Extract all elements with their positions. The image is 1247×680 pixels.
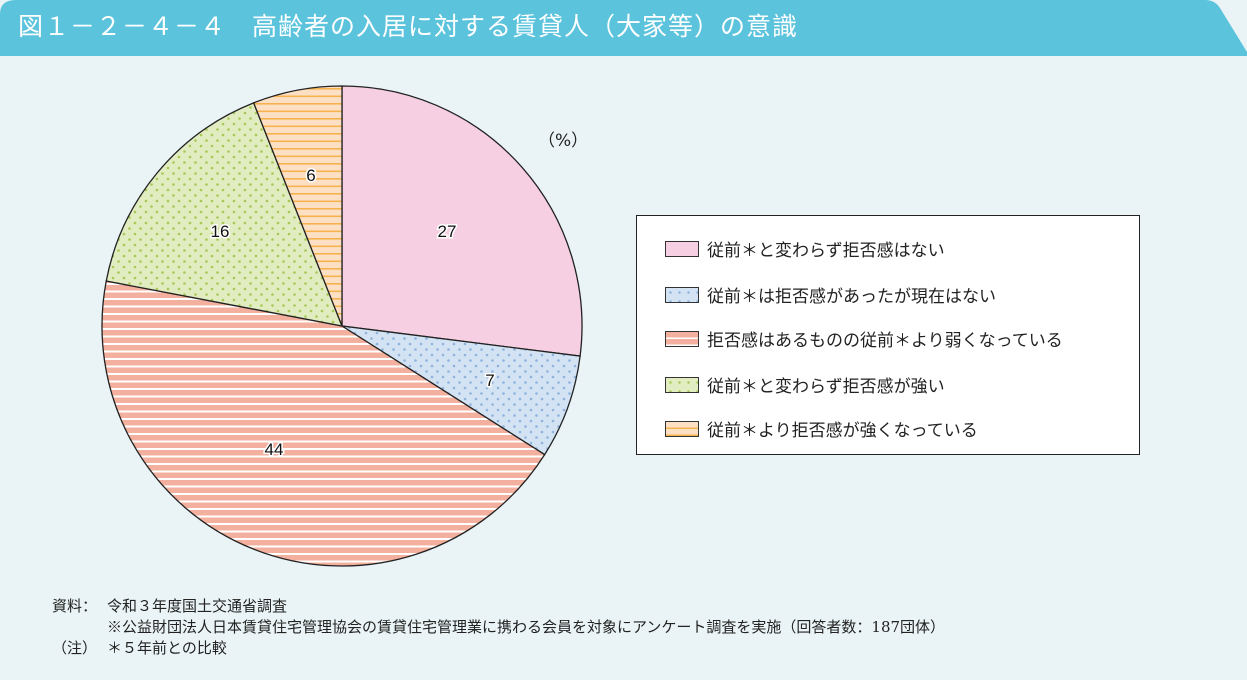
legend-label: 従前＊と変わらず拒否感が強い: [707, 377, 945, 397]
chart-legend: 従前＊と変わらず拒否感はない 従前＊は拒否感があったが現在はない 拒否感はあるも…: [636, 215, 1140, 455]
legend-item: 従前＊は拒否感があったが現在はない: [665, 282, 996, 307]
legend-swatch-pink: [665, 240, 699, 257]
slice-strong-refusal: [105, 102, 344, 327]
pie-chart: 27 7 44 16 6: [101, 85, 583, 567]
slice-value-label: 27: [438, 222, 457, 241]
legend-label: 従前＊は拒否感があったが現在はない: [707, 287, 996, 307]
source-notes: 資料： 令和３年度国土交通省調査 ※公益財団法人日本賃貸住宅管理協会の賃貸住宅管…: [52, 596, 945, 659]
legend-item: 従前＊より拒否感が強くなっている: [665, 416, 978, 441]
header-banner-shape: [0, 0, 1247, 56]
note-key: （注）: [52, 639, 98, 657]
legend-label: 拒否感はあるものの従前＊より弱くなっている: [707, 331, 1063, 351]
note-text: ＊５年前との比較: [107, 639, 227, 657]
legend-swatch-orange-lines: [665, 420, 699, 437]
legend-item: 従前＊と変わらず拒否感はない: [665, 236, 945, 261]
slice-value-label: 7: [485, 371, 494, 390]
slice-value-label: 44: [265, 440, 284, 459]
source-detail: ※公益財団法人日本賃貸住宅管理協会の賃貸住宅管理業に携わる会員を対象にアンケート…: [107, 618, 946, 636]
slice-value-label: 6: [306, 166, 315, 185]
legend-item: 従前＊と変わらず拒否感が強い: [665, 372, 945, 397]
figure-header: 図１－２－４－４ 高齢者の入居に対する賃貸人（大家等）の意識: [0, 0, 1247, 56]
legend-swatch-green-dots: [665, 376, 699, 393]
slice-weaker-refusal: [101, 280, 546, 567]
legend-swatch-salmon-lines: [665, 330, 699, 347]
legend-label: 従前＊より拒否感が強くなっている: [707, 421, 978, 441]
slice-refusal-gone: [341, 325, 581, 456]
source-text: 令和３年度国土交通省調査: [107, 597, 288, 615]
slice-value-label: 16: [211, 222, 230, 241]
source-key: 資料：: [52, 597, 98, 615]
legend-item: 拒否感はあるものの従前＊より弱くなっている: [665, 326, 1063, 351]
figure-title: 図１－２－４－４ 高齢者の入居に対する賃貸人（大家等）の意識: [18, 12, 799, 41]
slice-stronger-refusal: [252, 85, 343, 327]
unit-label: （%）: [538, 131, 589, 151]
slice-no-refusal: [341, 85, 583, 357]
legend-swatch-blue-dots: [665, 286, 699, 303]
legend-label: 従前＊と変わらず拒否感はない: [707, 241, 945, 261]
